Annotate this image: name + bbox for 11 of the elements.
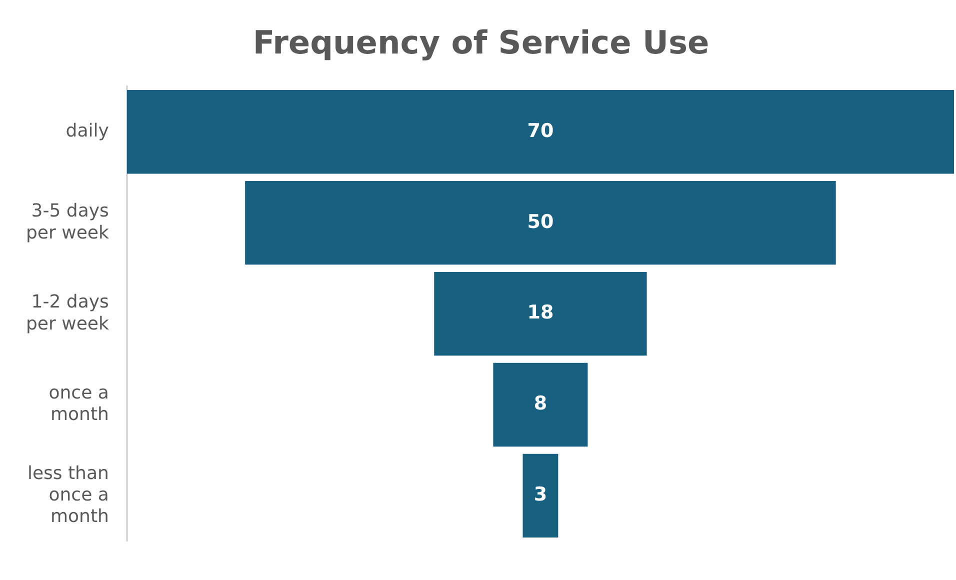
data-label: 50 [527,210,554,233]
category-label: daily [66,120,110,142]
category-label: less than once a month [27,462,109,527]
data-label: 18 [527,302,554,324]
category-label: once a month [48,382,109,426]
data-label: 3 [534,484,548,506]
text: Frequency of Service Use [252,24,710,62]
category-label: 3-5 days per week [26,200,110,244]
data-label: 8 [534,392,548,415]
category-label: 1-2 days per week [26,292,110,334]
data-label: 70 [527,120,554,142]
